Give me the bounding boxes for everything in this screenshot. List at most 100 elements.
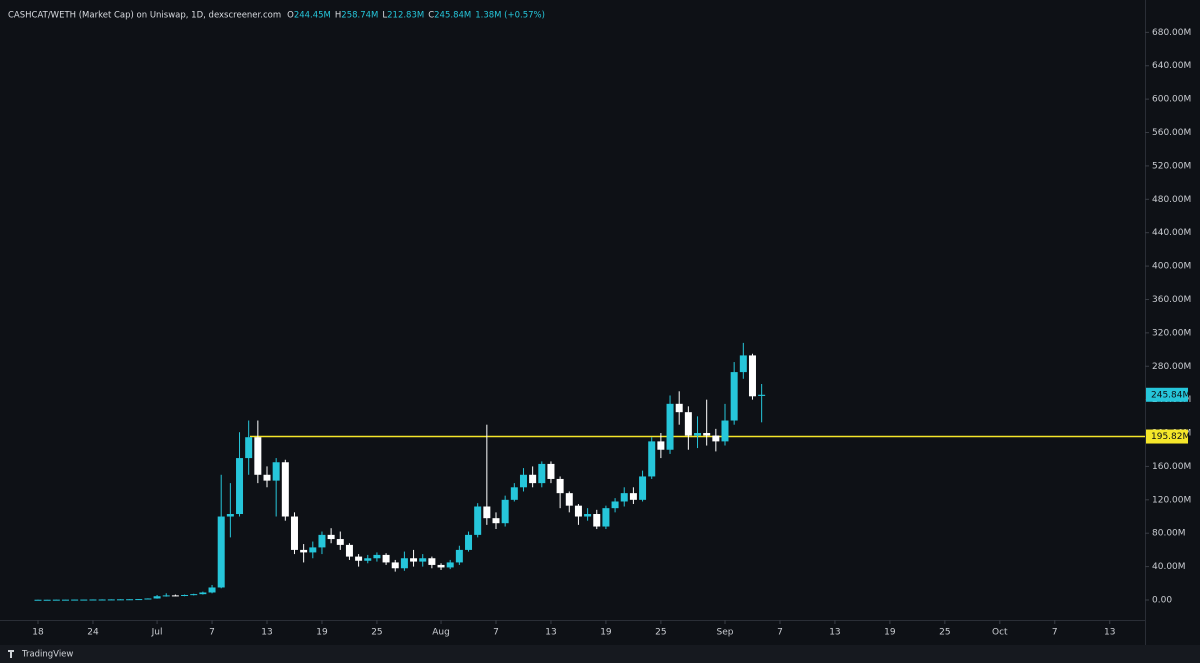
y-tick-label: 360.00M <box>1152 295 1191 305</box>
y-tick-label: 40.00M <box>1152 562 1186 572</box>
candle-body <box>730 372 738 421</box>
candle-body <box>465 534 473 550</box>
candle-body <box>254 437 262 475</box>
candle-body <box>721 420 729 442</box>
candle-body <box>529 474 537 484</box>
x-tick-label: 24 <box>87 628 99 638</box>
candle-body <box>52 599 60 601</box>
y-tick-label: 520.00M <box>1152 161 1191 171</box>
candle-body <box>217 516 225 588</box>
candle-body <box>263 474 271 481</box>
candle-body <box>135 599 143 601</box>
x-tick-label: Aug <box>432 628 450 638</box>
candle-body <box>703 433 711 436</box>
y-tick-label: 480.00M <box>1152 195 1191 205</box>
candle-body <box>565 493 573 506</box>
candle-body <box>629 493 637 500</box>
candle-body <box>620 493 628 502</box>
price-tag <box>1146 429 1188 444</box>
price-tag <box>1146 387 1188 402</box>
candle-body <box>455 549 463 563</box>
y-tick-label: 120.00M <box>1152 495 1191 505</box>
candle-body <box>116 599 124 601</box>
candle-body <box>34 599 42 601</box>
y-tick-label: 440.00M <box>1152 228 1191 238</box>
x-tick-label: 13 <box>1104 628 1115 638</box>
footer-logo <box>8 650 14 658</box>
candle-body <box>593 514 601 527</box>
x-tick-label: Sep <box>717 628 734 638</box>
x-tick-label: Oct <box>992 628 1008 638</box>
candle-body <box>318 534 326 548</box>
candle-body <box>153 596 161 599</box>
candle-body <box>437 564 445 568</box>
candle-body <box>547 463 555 479</box>
candle-body <box>501 499 509 524</box>
candle-body <box>739 355 747 373</box>
candle-body <box>556 478 564 494</box>
x-tick-label: 7 <box>777 628 783 638</box>
y-tick-label: 680.00M <box>1152 28 1191 38</box>
y-tick-label: 320.00M <box>1152 328 1191 338</box>
candle-body <box>199 592 207 595</box>
candle-body <box>98 599 106 601</box>
candle-body <box>400 558 408 569</box>
ohlc-value: 245.84M <box>434 11 471 21</box>
x-tick-label: 19 <box>884 628 896 638</box>
candle-body <box>373 554 381 559</box>
candle-body <box>382 554 390 563</box>
y-tick-label: 400.00M <box>1152 262 1191 272</box>
candle-body <box>208 587 216 593</box>
candle-body <box>281 462 289 517</box>
candle-body <box>190 594 198 596</box>
x-tick-label: 25 <box>371 628 382 638</box>
x-tick-label: 13 <box>545 628 556 638</box>
candle-body <box>639 476 647 500</box>
candle-body <box>419 558 427 562</box>
x-tick-label: 7 <box>493 628 499 638</box>
x-tick-label: 25 <box>655 628 666 638</box>
x-tick-label: 19 <box>600 628 612 638</box>
candle-body <box>666 403 674 450</box>
y-tick-label: 280.00M <box>1152 362 1191 372</box>
ohlc-value: 244.45M <box>294 11 331 21</box>
candle-body <box>61 599 69 601</box>
candle-body <box>181 594 189 596</box>
change: 1.38M (+0.57%) <box>475 11 545 21</box>
y-tick-label: 640.00M <box>1152 61 1191 71</box>
candle-body <box>71 599 79 601</box>
candle-body <box>510 487 518 500</box>
ohlc-key: H <box>335 11 341 21</box>
candle-body <box>107 599 115 601</box>
candle-body <box>144 598 152 600</box>
y-tick-label: 560.00M <box>1152 128 1191 138</box>
candle-body <box>391 562 399 569</box>
y-tick-label: 0.00 <box>1152 595 1172 605</box>
candle-body <box>538 463 546 484</box>
candle-body <box>694 433 702 436</box>
candle-body <box>226 514 234 517</box>
price-tag-label: 245.84M <box>1151 390 1190 400</box>
candle-body <box>748 355 756 397</box>
x-tick-label: Jul <box>151 628 163 638</box>
ohlc-key: C <box>428 11 434 21</box>
ohlc-value: 258.74M <box>341 11 378 21</box>
candle-body <box>336 539 344 545</box>
candle-body <box>684 412 692 436</box>
candle-body <box>89 599 97 601</box>
candle-body <box>428 558 436 565</box>
candle-body <box>272 462 280 481</box>
candle-body <box>574 505 582 517</box>
candle-body <box>300 549 308 553</box>
candle-body <box>410 558 418 562</box>
candle-body <box>675 403 683 413</box>
candle-body <box>327 534 335 540</box>
candle-body <box>355 556 363 561</box>
candle-body <box>80 599 88 601</box>
candle-body <box>492 518 500 524</box>
y-tick-label: 600.00M <box>1152 95 1191 105</box>
ohlc-key: O <box>287 11 294 21</box>
